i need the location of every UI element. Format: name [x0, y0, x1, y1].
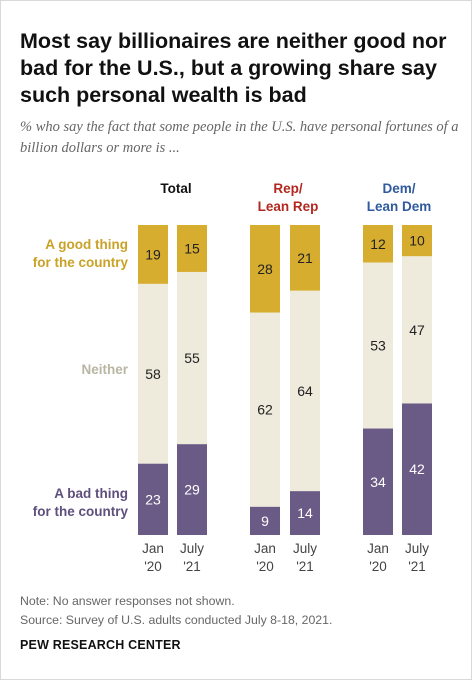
group-header-rep-line-2: Lean Rep — [257, 199, 319, 214]
tick-label-1-line-2: '21 — [183, 559, 201, 574]
tick-label-1-line-1: July — [180, 541, 204, 556]
group-header-total: Total — [136, 180, 216, 198]
data-label-neither-2: 62 — [257, 402, 273, 418]
bar-segment-neither-0 — [138, 283, 168, 464]
footer-org-name: PEW RESEARCH CENTER — [20, 638, 181, 652]
group-header-dem-line-1: Dem/ — [382, 181, 416, 196]
bar-segment-neither-3 — [290, 290, 320, 492]
bar-segment-bad-5 — [402, 403, 432, 535]
bar-segment-neither-4 — [363, 262, 393, 429]
bar-segment-bad-3 — [290, 491, 320, 535]
data-label-bad-2: 9 — [261, 513, 269, 529]
row-label-good: A good thing for the country — [33, 236, 128, 272]
group-header-dem: Dem/ Lean Dem — [349, 180, 449, 216]
data-label-neither-0: 58 — [145, 366, 161, 382]
tick-label-2-line-1: Jan — [254, 541, 276, 556]
tick-label-4-line-2: '20 — [369, 559, 387, 574]
notes-block: Note: No answer responses not shown. Sou… — [20, 592, 332, 630]
data-label-neither-1: 55 — [184, 350, 200, 366]
data-label-neither-3: 64 — [297, 383, 313, 399]
bar-segment-neither-5 — [402, 256, 432, 404]
tick-label-5-line-2: '21 — [408, 559, 426, 574]
bar-segment-good-0 — [138, 225, 168, 284]
group-header-rep-line-1: Rep/ — [273, 181, 303, 196]
row-label-neither: Neither — [81, 361, 128, 379]
tick-label-4-line-1: Jan — [367, 541, 389, 556]
chart-title: Most say billionaires are neither good n… — [20, 29, 447, 107]
row-label-good-line-1: A good thing — [45, 237, 128, 252]
note-text: Note: No answer responses not shown. — [20, 594, 235, 608]
bar-segment-bad-4 — [363, 428, 393, 535]
data-label-good-3: 21 — [297, 250, 313, 266]
group-header-total-line-1: Total — [160, 181, 192, 196]
data-label-good-2: 28 — [257, 261, 273, 277]
chart-subtitle: % who say the fact that some people in t… — [20, 119, 459, 156]
row-label-bad: A bad thing for the country — [33, 485, 128, 521]
source-text: Source: Survey of U.S. adults conducted … — [20, 613, 333, 627]
bar-segment-good-2 — [250, 225, 280, 313]
data-label-bad-0: 23 — [145, 491, 161, 507]
tick-label-3-line-2: '21 — [296, 559, 314, 574]
tick-label-3-line-1: July — [293, 541, 317, 556]
data-label-good-4: 12 — [370, 236, 386, 252]
row-label-bad-line-2: for the country — [32, 504, 128, 519]
data-label-good-1: 15 — [184, 240, 200, 256]
data-label-neither-4: 53 — [370, 338, 386, 354]
bar-segment-good-4 — [363, 225, 393, 263]
data-label-bad-3: 14 — [297, 505, 313, 521]
bar-segment-bad-0 — [138, 463, 168, 535]
row-label-neither-line-1: Neither — [81, 362, 128, 377]
data-label-bad-1: 29 — [184, 482, 200, 498]
tick-label-5-line-1: July — [405, 541, 429, 556]
row-label-bad-line-1: A bad thing — [54, 486, 128, 501]
data-label-good-0: 19 — [145, 246, 161, 262]
data-label-bad-5: 42 — [409, 461, 425, 477]
bar-segment-bad-2 — [250, 506, 280, 535]
bar-segment-neither-2 — [250, 312, 280, 507]
tick-label-0-line-2: '20 — [144, 559, 162, 574]
data-label-bad-4: 34 — [370, 474, 386, 490]
bar-segment-good-3 — [290, 225, 320, 291]
bar-segment-bad-1 — [177, 444, 207, 535]
bar-segment-good-1 — [177, 225, 207, 272]
data-label-good-5: 10 — [409, 233, 425, 249]
tick-label-2-line-2: '20 — [256, 559, 274, 574]
bar-segment-good-5 — [402, 225, 432, 257]
group-header-dem-line-2: Lean Dem — [366, 199, 432, 214]
bar-segment-neither-1 — [177, 271, 207, 445]
data-label-neither-5: 47 — [409, 322, 425, 338]
row-label-good-line-2: for the country — [32, 255, 128, 270]
tick-label-0-line-1: Jan — [142, 541, 164, 556]
group-header-rep: Rep/ Lean Rep — [238, 180, 338, 216]
